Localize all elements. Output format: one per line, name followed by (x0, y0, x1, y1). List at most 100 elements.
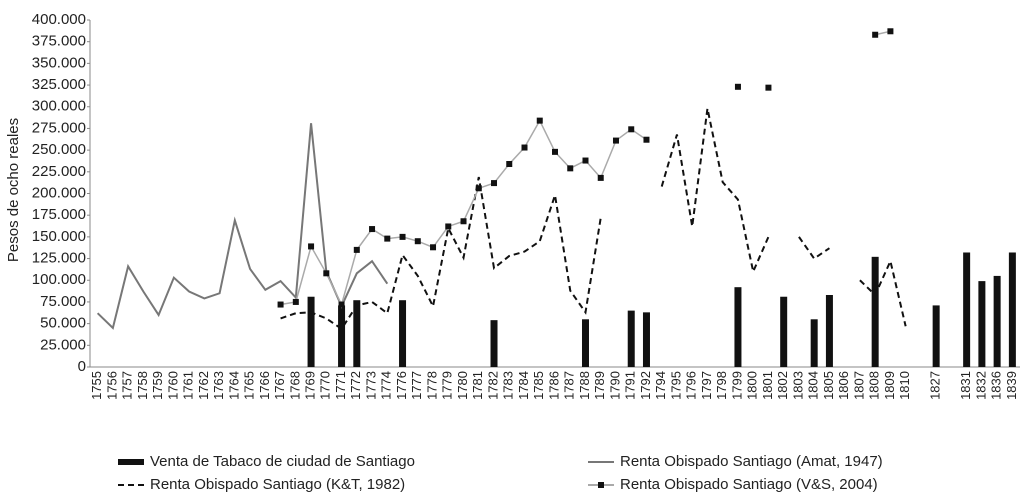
y-tick-label: 275.000 (32, 119, 86, 136)
marker (277, 301, 284, 308)
marker (475, 185, 482, 192)
y-axis-label: Pesos de ocho reales (5, 118, 22, 262)
x-tick-label: 1756 (104, 371, 119, 400)
x-tick-label: 1759 (150, 371, 165, 400)
bar (993, 275, 1001, 367)
x-tick-label: 1788 (577, 371, 592, 400)
bar (642, 312, 650, 367)
marker (353, 246, 360, 253)
bar (780, 296, 788, 367)
legend-label: Renta Obispado Santiago (K&T, 1982) (150, 476, 405, 493)
bar (1008, 252, 1016, 367)
x-tick-label: 1783 (501, 371, 516, 400)
bar (307, 296, 315, 367)
x-tick-label: 1786 (546, 371, 561, 400)
x-tick-label: 1776 (394, 371, 409, 400)
x-tick-label: 1799 (729, 371, 744, 400)
x-tick-label: 1780 (455, 371, 470, 400)
x-tick-label: 1764 (226, 371, 241, 400)
bar (810, 319, 818, 367)
marker (399, 233, 406, 240)
y-tick-label: 325.000 (32, 76, 86, 93)
x-tick-label: 1791 (623, 371, 638, 400)
marker (643, 136, 650, 143)
y-tick-label: 350.000 (32, 54, 86, 71)
x-tick-label: 1771 (333, 371, 348, 400)
marker (338, 301, 345, 308)
marker (872, 31, 879, 38)
x-tick-label: 1832 (973, 371, 988, 400)
marker (414, 238, 421, 245)
marker (612, 137, 619, 144)
x-tick-label: 1765 (242, 371, 257, 400)
marker (308, 243, 315, 250)
marker (430, 244, 437, 251)
x-tick-label: 1792 (638, 371, 653, 400)
legend-label: Renta Obispado Santiago (V&S, 2004) (620, 476, 878, 493)
x-tick-label: 1809 (882, 371, 897, 400)
marker (369, 226, 376, 233)
marker (552, 148, 558, 155)
marker (597, 174, 604, 181)
y-tick-label: 75.000 (40, 293, 86, 310)
x-tick-label: 1810 (897, 371, 912, 400)
marker (445, 223, 452, 230)
marker (384, 235, 391, 242)
x-tick-label: 1777 (409, 371, 424, 400)
series-line (280, 30, 891, 307)
bar (932, 305, 940, 367)
x-tick-label: 1839 (1004, 371, 1019, 400)
x-tick-label: 1778 (424, 371, 439, 400)
marker (734, 83, 741, 90)
x-tick-label: 1782 (485, 371, 500, 400)
x-tick-label: 1767 (272, 371, 287, 400)
x-tick-label: 1769 (303, 371, 318, 400)
x-tick-label: 1774 (379, 371, 394, 400)
marker (460, 218, 467, 225)
x-tick-label: 1763 (211, 371, 226, 400)
series-line (280, 108, 907, 331)
y-tick-label: 400.000 (32, 11, 86, 28)
x-tick-label: 1770 (318, 371, 333, 400)
y-tick-label: 200.000 (32, 184, 86, 201)
x-tick-label: 1796 (684, 371, 699, 400)
y-tick-label: 50.000 (40, 315, 86, 332)
bar (581, 319, 589, 367)
x-tick-label: 1789 (592, 371, 607, 400)
x-tick-label: 1827 (928, 371, 943, 400)
bar (490, 320, 498, 367)
x-tick-label: 1798 (714, 371, 729, 400)
legend-marker (598, 482, 604, 488)
x-tick-label: 1805 (821, 371, 836, 400)
x-tick-label: 1831 (958, 371, 973, 400)
y-tick-label: 225.000 (32, 163, 86, 180)
y-tick-label: 375.000 (32, 33, 86, 50)
y-tick-label: 250.000 (32, 141, 86, 158)
x-tick-label: 1836 (989, 371, 1004, 400)
x-tick-label: 1779 (440, 371, 455, 400)
bar (627, 310, 635, 367)
x-tick-label: 1803 (790, 371, 805, 400)
x-tick-label: 1768 (287, 371, 302, 400)
marker (292, 298, 299, 305)
x-tick-label: 1766 (257, 371, 272, 400)
y-tick-label: 175.000 (32, 206, 86, 223)
y-tick-label: 125.000 (32, 250, 86, 267)
marker (521, 144, 528, 151)
x-tick-label: 1806 (836, 371, 851, 400)
bar (338, 305, 346, 367)
legend-label: Venta de Tabaco de ciudad de Santiago (150, 453, 415, 470)
legend-swatch (118, 459, 144, 465)
bar (734, 287, 742, 367)
x-tick-label: 1784 (516, 371, 531, 400)
bar (963, 252, 971, 367)
y-tick-label: 150.000 (32, 228, 86, 245)
x-tick-label: 1801 (760, 371, 775, 400)
x-tick-label: 1787 (562, 371, 577, 400)
x-tick-label: 1761 (181, 371, 196, 400)
x-tick-label: 1755 (89, 371, 104, 400)
x-tick-label: 1800 (745, 371, 760, 400)
marker (887, 28, 894, 35)
x-tick-label: 1802 (775, 371, 790, 400)
marker (567, 165, 574, 172)
